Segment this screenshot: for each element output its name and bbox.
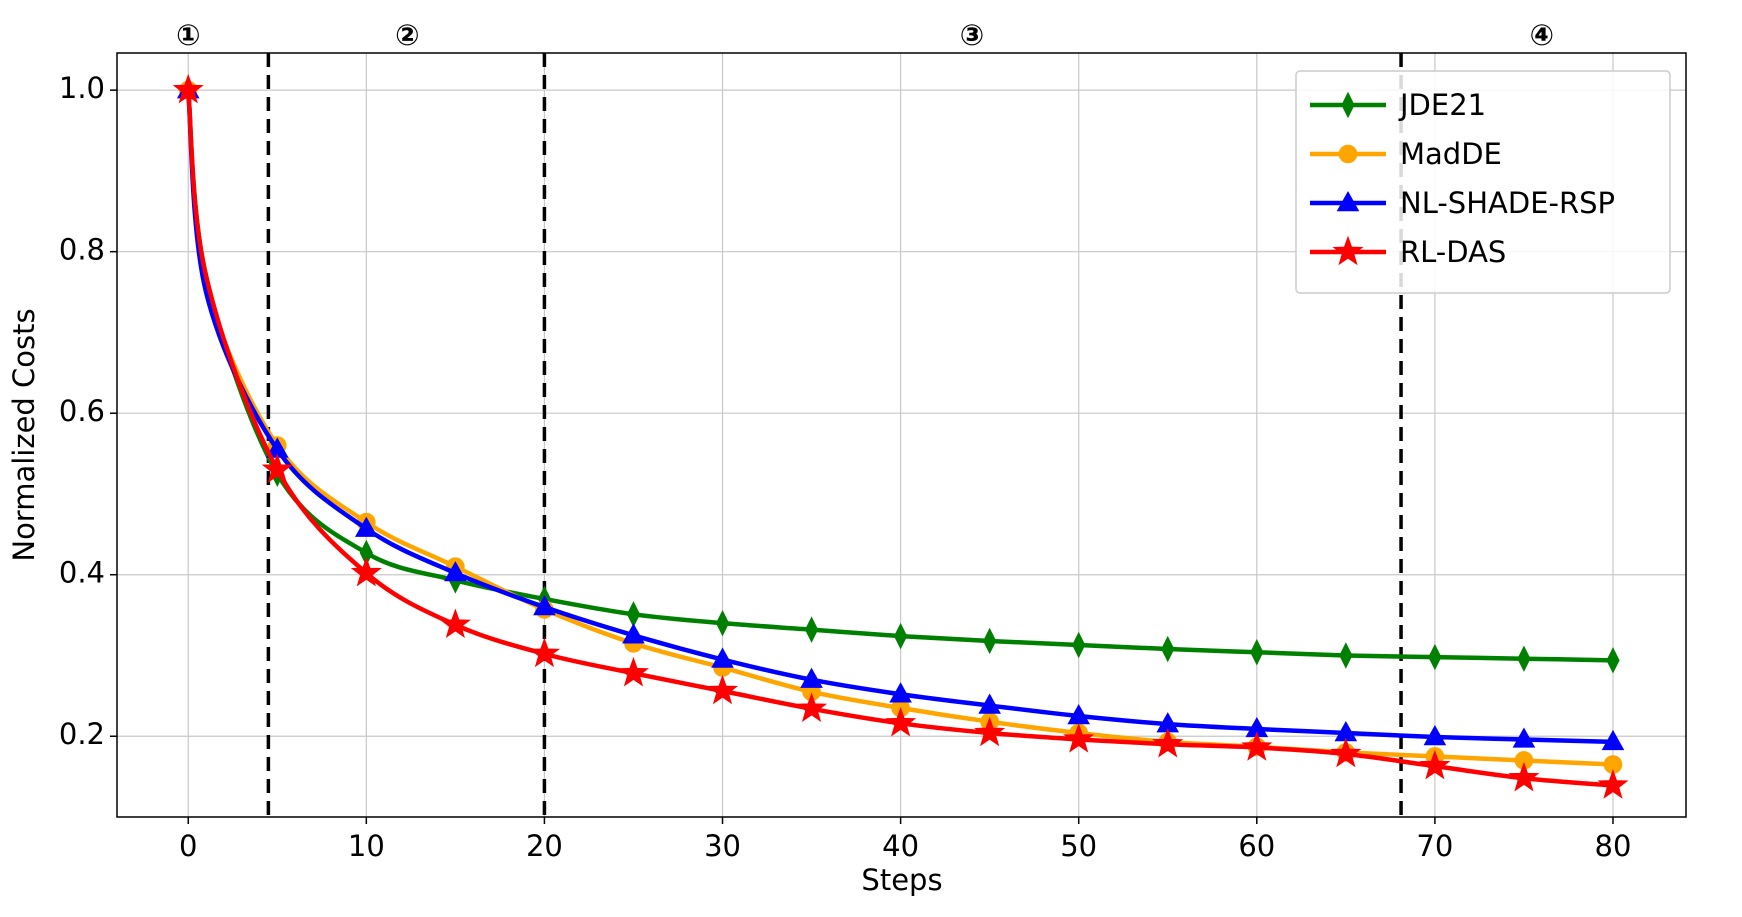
x-tick-label: 10 bbox=[348, 829, 385, 863]
y-tick-label: 0.2 bbox=[59, 717, 105, 751]
marker bbox=[1508, 761, 1540, 792]
marker bbox=[444, 561, 467, 582]
marker bbox=[1241, 731, 1273, 761]
legend-label: JDE21 bbox=[1398, 88, 1486, 122]
marker bbox=[355, 516, 378, 537]
marker bbox=[1330, 737, 1362, 768]
marker bbox=[1419, 749, 1451, 780]
marker bbox=[804, 616, 819, 643]
y-axis-label: Normalized Costs bbox=[7, 308, 41, 561]
marker bbox=[1512, 727, 1536, 748]
x-tick-label: 80 bbox=[1595, 829, 1632, 863]
marker bbox=[1152, 727, 1184, 758]
x-axis-label: Steps bbox=[861, 863, 942, 897]
marker bbox=[889, 682, 912, 703]
y-tick-label: 0.6 bbox=[59, 394, 105, 428]
marker bbox=[617, 656, 650, 687]
marker bbox=[885, 706, 917, 737]
marker bbox=[1423, 725, 1447, 746]
marker bbox=[1428, 643, 1442, 671]
marker bbox=[800, 667, 823, 688]
marker bbox=[711, 647, 734, 668]
y-tick-label: 0.8 bbox=[59, 233, 105, 267]
stage-label: ④ bbox=[1529, 18, 1554, 52]
marker bbox=[1332, 235, 1364, 266]
marker bbox=[1339, 642, 1353, 669]
marker bbox=[1072, 631, 1086, 659]
marker bbox=[1517, 645, 1531, 672]
marker bbox=[626, 601, 641, 628]
marker bbox=[350, 556, 382, 587]
y-tick-label: 1.0 bbox=[59, 71, 105, 105]
marker bbox=[974, 716, 1006, 747]
marker bbox=[978, 693, 1001, 714]
x-tick-label: 20 bbox=[526, 829, 563, 863]
marker bbox=[528, 637, 560, 668]
marker bbox=[894, 622, 908, 650]
x-tick-label: 0 bbox=[179, 829, 197, 863]
x-tick-label: 40 bbox=[882, 829, 919, 863]
marker bbox=[706, 674, 739, 705]
legend-box bbox=[1295, 70, 1671, 294]
marker bbox=[1250, 639, 1264, 666]
x-tick-label: 50 bbox=[1060, 829, 1097, 863]
marker bbox=[796, 692, 828, 722]
marker bbox=[1341, 91, 1355, 119]
marker bbox=[622, 623, 645, 644]
marker bbox=[1597, 769, 1629, 799]
marker bbox=[1606, 647, 1620, 674]
marker bbox=[983, 627, 997, 655]
marker bbox=[1161, 635, 1175, 663]
x-tick-label: 70 bbox=[1416, 829, 1453, 863]
x-tick-label: 60 bbox=[1238, 829, 1275, 863]
stage-label: ① bbox=[176, 18, 201, 52]
marker bbox=[533, 594, 556, 616]
legend-label: RL-DAS bbox=[1400, 235, 1506, 269]
marker bbox=[1601, 729, 1625, 751]
marker bbox=[439, 608, 471, 639]
legend-label: NL-SHADE-RSP bbox=[1400, 186, 1615, 220]
marker bbox=[715, 609, 730, 637]
marker bbox=[1336, 190, 1360, 212]
marker bbox=[1063, 723, 1095, 753]
legend-label: MadDE bbox=[1400, 137, 1502, 171]
stage-label: ③ bbox=[960, 18, 985, 52]
y-tick-label: 0.4 bbox=[59, 556, 105, 590]
x-tick-label: 30 bbox=[704, 829, 741, 863]
marker bbox=[261, 453, 293, 483]
plot-frame bbox=[116, 52, 1687, 818]
marker bbox=[172, 73, 204, 104]
stage-label: ② bbox=[395, 18, 420, 52]
marker bbox=[1338, 144, 1358, 164]
